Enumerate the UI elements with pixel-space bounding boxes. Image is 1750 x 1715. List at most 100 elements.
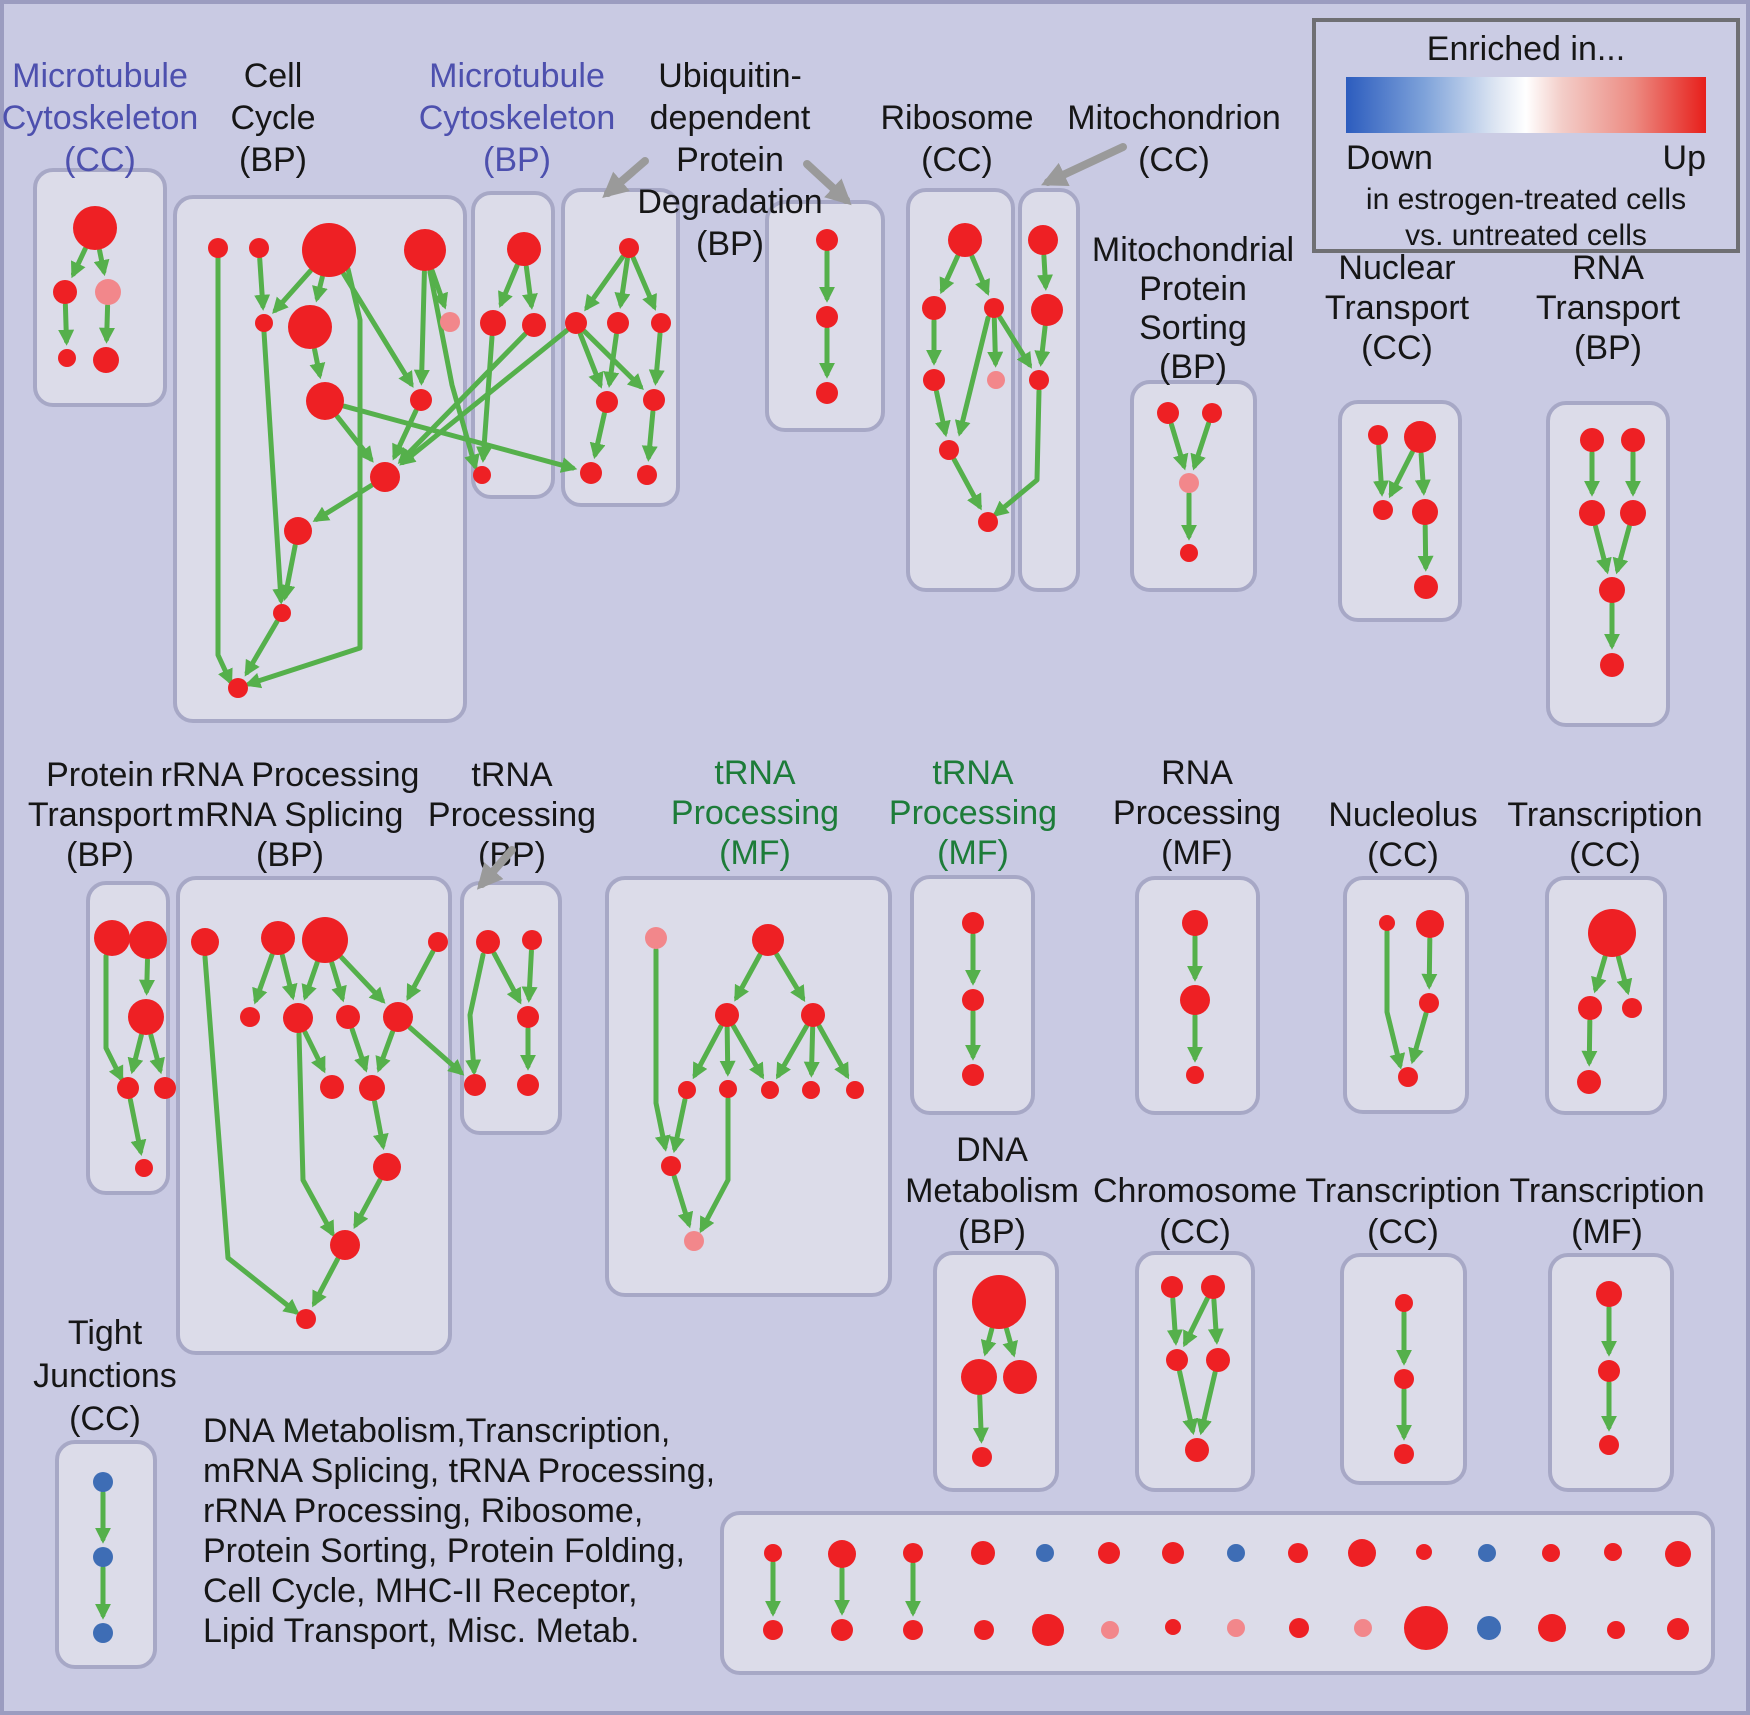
go-edge <box>279 543 298 602</box>
go-term-node <box>939 440 959 460</box>
go-term-node <box>1478 1544 1496 1562</box>
go-edge <box>775 1023 810 1080</box>
go-edge <box>1591 954 1608 994</box>
cluster-label-trna-processing-mf-large: Processing <box>671 794 839 832</box>
go-term-node <box>816 382 838 404</box>
go-term-node <box>135 1159 153 1177</box>
go-term-node <box>1394 1369 1414 1389</box>
go-term-node <box>1029 370 1049 390</box>
go-term-node <box>283 1003 313 1033</box>
cluster-label-transcription-cc-mid: (CC) <box>1569 836 1641 874</box>
cluster-label-ubiquitin-degradation-a: Degradation <box>637 183 822 221</box>
go-term-node <box>972 1275 1026 1329</box>
note-line: mRNA Splicing, tRNA Processing, <box>203 1452 716 1490</box>
go-edge <box>70 246 88 279</box>
go-edge <box>648 331 665 386</box>
go-term-node <box>1180 544 1198 562</box>
go-edge <box>1166 1296 1183 1346</box>
go-term-node <box>1398 1067 1418 1087</box>
cluster-label-trna-processing-mf-large: tRNA <box>714 754 796 792</box>
go-edge <box>329 960 347 1003</box>
go-term-node <box>240 1007 260 1027</box>
go-edge <box>1384 929 1406 1070</box>
go-edge <box>272 268 313 314</box>
go-edge <box>951 457 982 511</box>
nodes-layer <box>53 206 1691 1650</box>
cluster-label-rna-processing-mf: RNA <box>1161 754 1233 792</box>
go-term-node <box>517 1074 539 1096</box>
go-edge <box>1190 420 1212 471</box>
go-edge <box>397 331 528 465</box>
go-edge <box>58 302 75 346</box>
cluster-label-ubiquitin-degradation-a: (BP) <box>696 225 764 263</box>
go-term-node <box>619 238 639 258</box>
go-term-node <box>971 1541 995 1565</box>
go-term-node <box>846 1081 864 1099</box>
go-term-node <box>129 921 167 959</box>
go-term-node <box>1206 1348 1230 1372</box>
go-edge <box>311 1256 341 1308</box>
cluster-label-nuclear-transport: Transport <box>1325 289 1470 327</box>
go-term-node <box>684 1231 704 1251</box>
cluster-label-tight-junctions: Tight <box>68 1314 143 1352</box>
cluster-label-trna-processing-bp: Processing <box>428 796 596 834</box>
go-edge <box>1034 324 1051 367</box>
go-term-node <box>715 1003 739 1027</box>
go-term-node <box>1598 1360 1620 1382</box>
cluster-label-rna-processing-mf: Processing <box>1113 794 1281 832</box>
go-edge <box>341 403 578 473</box>
go-term-node <box>370 462 400 492</box>
cluster-label-mitochondrion: Mitochondrion <box>1067 99 1281 137</box>
go-edge <box>980 1326 997 1357</box>
go-term-node <box>1379 915 1395 931</box>
go-edge <box>730 1023 765 1080</box>
go-term-node <box>95 279 121 305</box>
go-term-node <box>1577 1070 1601 1094</box>
go-term-node <box>1416 910 1444 938</box>
cluster-label-microtubule-bp: Microtubule <box>429 57 605 95</box>
go-term-node <box>128 999 164 1035</box>
go-edge <box>1002 1326 1018 1358</box>
cluster-box-mitochondrion <box>1018 188 1080 592</box>
cluster-label-protein-transport: (BP) <box>66 836 134 874</box>
go-term-node <box>607 312 629 334</box>
go-term-node <box>903 1620 923 1640</box>
go-term-node <box>1098 1542 1120 1564</box>
cluster-label-microtubule-bp: Cytoskeleton <box>419 99 616 137</box>
go-term-node <box>117 1077 139 1099</box>
go-term-node <box>1201 1275 1225 1299</box>
go-edge <box>803 1025 820 1078</box>
cluster-label-mitochondrial-protein-sorting: Protein <box>1139 270 1247 308</box>
go-term-node <box>93 1547 113 1567</box>
go-edge <box>98 303 115 344</box>
go-edge <box>296 1031 335 1238</box>
go-term-node <box>404 229 446 271</box>
go-term-node <box>1031 294 1063 326</box>
cluster-label-dna-metabolism: Metabolism <box>905 1172 1079 1210</box>
go-edge <box>312 274 328 303</box>
go-edge <box>375 1029 395 1073</box>
go-term-node <box>1622 998 1642 1018</box>
go-edge <box>399 328 570 466</box>
note-line: DNA Metabolism,Transcription, <box>203 1412 671 1450</box>
cluster-label-nuclear-transport: Nuclear <box>1338 249 1455 287</box>
go-term-node <box>284 517 312 545</box>
go-term-node <box>962 989 984 1011</box>
go-term-node <box>1162 1542 1184 1564</box>
go-term-node <box>1032 1614 1064 1646</box>
go-term-node <box>1354 1619 1372 1637</box>
go-term-node <box>764 1544 782 1562</box>
cluster-label-mitochondrial-protein-sorting: Mitochondrial <box>1092 231 1294 269</box>
go-term-node <box>302 917 348 963</box>
go-term-node <box>1599 1435 1619 1455</box>
note-line: Cell Cycle, MHC-II Receptor, <box>203 1572 638 1610</box>
cluster-label-microtubule-cc: Microtubule <box>12 57 188 95</box>
go-edge <box>1037 253 1053 291</box>
go-edge <box>353 1177 383 1229</box>
labels-layer: Microtubule Cytoskeleton (CC) Cell Cycle (BP)… <box>2 57 1705 1438</box>
cluster-label-transcription-cc-low: Transcription <box>1305 1172 1500 1210</box>
go-edge <box>719 1025 736 1077</box>
go-term-node <box>1404 421 1436 453</box>
go-term-node <box>1665 1541 1691 1567</box>
go-term-node <box>306 382 344 420</box>
